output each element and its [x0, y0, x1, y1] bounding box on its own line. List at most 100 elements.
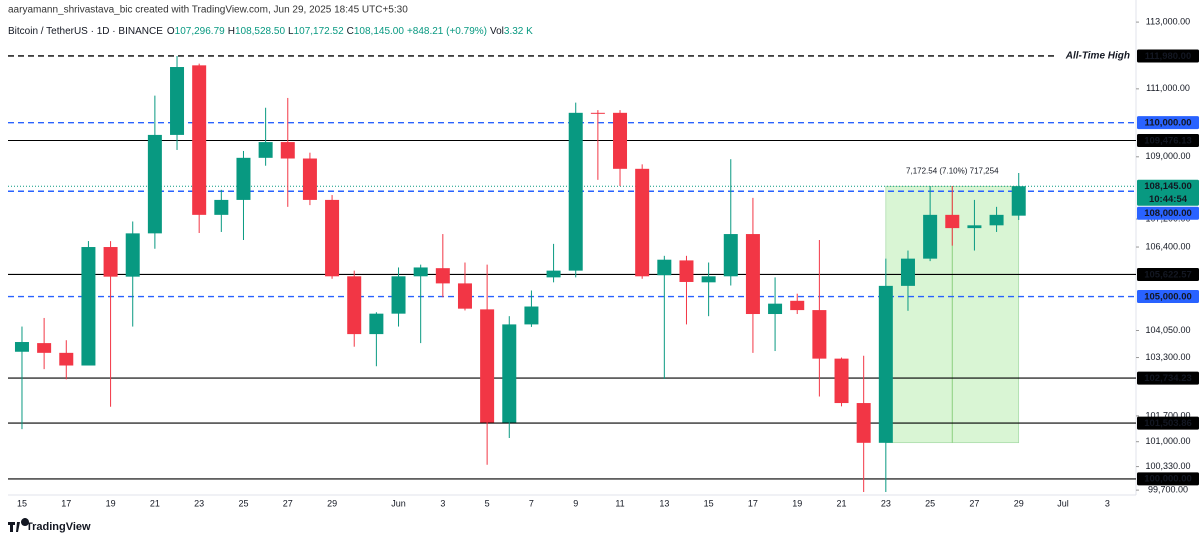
- x-tick-label: 5: [485, 498, 490, 508]
- candle-body: [989, 214, 1004, 226]
- candle-body: [812, 310, 827, 359]
- candle-body: [546, 270, 561, 278]
- y-tick-label: 100,330.00: [1145, 461, 1190, 471]
- legend-key: O: [167, 26, 175, 37]
- candle-body: [635, 168, 650, 277]
- candle-body: [125, 233, 140, 277]
- candle-body: [790, 300, 805, 311]
- candle-body: [325, 199, 340, 277]
- footer-logo: TradingView: [8, 518, 91, 533]
- y-tick-label: 106,400.00: [1145, 241, 1190, 251]
- x-tick-label: 27: [283, 498, 293, 508]
- y-tick-label: 109,000.00: [1145, 151, 1190, 161]
- y-tick-label: 113,000.00: [1146, 16, 1190, 26]
- candle-body: [391, 276, 406, 314]
- candle-body: [413, 267, 428, 277]
- y-tick-label: 101,700.00: [1145, 410, 1190, 420]
- legend-key: H: [228, 26, 235, 37]
- candle-body: [236, 157, 251, 200]
- x-tick-label: 9: [573, 498, 578, 508]
- candle-body: [701, 276, 716, 283]
- legend-value: 108,528.50: [235, 26, 285, 37]
- candle-body: [945, 214, 960, 229]
- credit: aaryamann_shrivastava_bic created with T…: [8, 5, 408, 16]
- candle-body: [1011, 186, 1026, 216]
- x-tick-label: 29: [327, 498, 337, 508]
- price-box: [1137, 116, 1199, 130]
- candle-body: [657, 259, 672, 276]
- candle-body: [679, 260, 694, 282]
- candle-body: [590, 112, 605, 114]
- y-tick-label: 111,000.00: [1146, 83, 1190, 93]
- x-tick-label: 21: [150, 498, 160, 508]
- y-tick-label: 101,000.00: [1145, 436, 1190, 446]
- note-bg: [1058, 48, 1134, 63]
- y-tick-label: 104,050.00: [1145, 325, 1190, 335]
- candle-body: [170, 67, 185, 135]
- candle-body: [147, 134, 162, 234]
- price-box-label: 109,476.13: [1144, 135, 1192, 146]
- symbol: Bitcoin / TetherUS · 1D · BINANCE: [8, 26, 163, 37]
- legend-key: L: [288, 26, 294, 37]
- candle-body: [768, 303, 783, 315]
- x-tick-label: 15: [704, 498, 714, 508]
- x-tick-label: 13: [659, 498, 669, 508]
- candle-body: [723, 234, 738, 277]
- candle-body: [347, 276, 362, 335]
- candle-body: [900, 258, 915, 286]
- legend-value: 108,145.00: [354, 26, 404, 37]
- candle-body: [745, 234, 760, 315]
- price-box-label: 10:44:54: [1149, 194, 1188, 205]
- price-box-label: 105,622.57: [1144, 269, 1192, 280]
- x-tick-label: 3: [1105, 498, 1110, 508]
- price-box: [1137, 134, 1199, 148]
- x-tick-label: 25: [925, 498, 935, 508]
- x-tick-label: 19: [792, 498, 802, 508]
- candle-body: [480, 309, 495, 423]
- price-box: [1137, 206, 1199, 220]
- legend-key: C: [347, 26, 354, 37]
- x-tick-label: Jun: [391, 498, 406, 508]
- price-box-label: 108,145.00: [1144, 181, 1192, 192]
- candle-body: [37, 343, 52, 353]
- candle-body: [834, 358, 849, 404]
- candle-body: [14, 342, 29, 352]
- price-box-label: 100,000.00: [1144, 474, 1192, 485]
- candle-body: [967, 225, 982, 229]
- x-tick-label: 25: [238, 498, 248, 508]
- candle-body: [457, 283, 472, 309]
- candle-body: [613, 112, 628, 169]
- candle-body: [81, 247, 96, 366]
- candle-body: [258, 142, 273, 158]
- candle-body: [369, 313, 384, 335]
- candle-body: [59, 352, 74, 366]
- x-tick-label: 17: [748, 498, 758, 508]
- x-tick-label: 11: [615, 498, 624, 508]
- candle-body: [502, 324, 517, 423]
- volume-label: Vol: [490, 26, 504, 37]
- change: +848.21 (+0.79%): [407, 26, 487, 37]
- candle-body: [103, 247, 118, 277]
- candle-body: [524, 306, 539, 325]
- price-box-label: 111,980.00: [1145, 51, 1192, 62]
- x-tick-label: 17: [61, 498, 71, 508]
- candle-body: [923, 214, 938, 259]
- price-box-label: 101,503.86: [1144, 418, 1192, 429]
- level-note: All-Time High: [1065, 51, 1130, 62]
- legend: Bitcoin / TetherUS · 1D · BINANCE O107,29…: [8, 26, 533, 37]
- volume: 3.32 K: [504, 26, 533, 37]
- x-tick-label: 19: [106, 498, 116, 508]
- price-box: [1137, 472, 1199, 486]
- footer: TradingView: [26, 521, 91, 533]
- x-tick-label: 29: [1014, 498, 1024, 508]
- y-tick-label: 99,700.00: [1148, 484, 1188, 494]
- price-box-label: 110,000.00: [1144, 117, 1191, 128]
- x-tick-label: Jul: [1057, 498, 1069, 508]
- price-box: [1137, 416, 1199, 430]
- candle-body: [280, 142, 295, 159]
- price-box-label: 105,000.00: [1144, 291, 1192, 302]
- price-box: [1137, 179, 1199, 206]
- price-box: [1137, 267, 1199, 281]
- measure-label: 7,172.54 (7.10%) 717,254: [906, 166, 999, 175]
- x-tick-label: 23: [194, 498, 204, 508]
